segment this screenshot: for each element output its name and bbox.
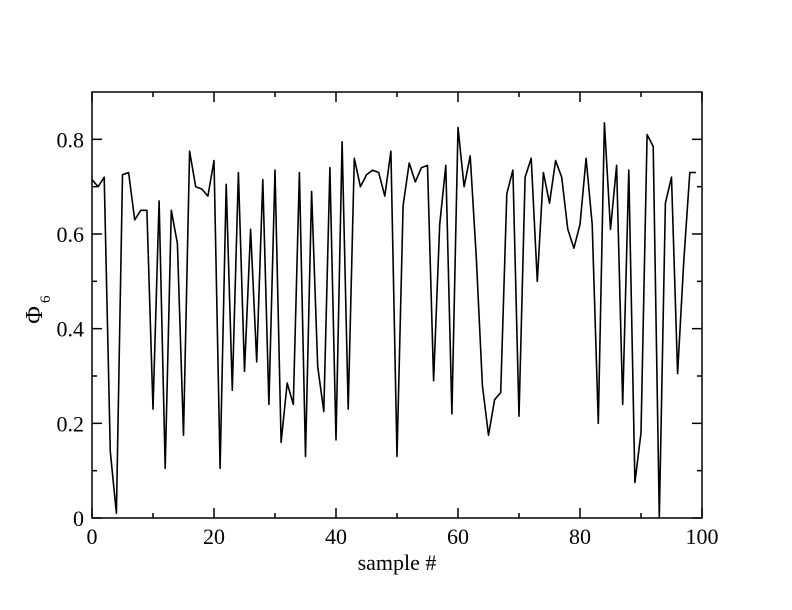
y-tick-label: 0.4 xyxy=(57,317,85,342)
x-tick-label: 0 xyxy=(87,524,98,549)
x-tick-label: 80 xyxy=(569,524,591,549)
y-tick-label: 0.6 xyxy=(57,222,85,247)
x-axis-ticks: 0 20 40 60 80 100 xyxy=(87,92,719,549)
y-tick-label: 0.2 xyxy=(57,411,85,436)
y-axis-ticks: 0 0.2 0.4 0.6 0.8 xyxy=(57,127,702,531)
y-axis-label-main: Φ xyxy=(22,306,48,324)
x-tick-label: 20 xyxy=(203,524,225,549)
x-tick-label: 40 xyxy=(325,524,347,549)
y-tick-label: 0 xyxy=(73,506,84,531)
x-tick-label: 100 xyxy=(686,524,719,549)
y-axis-label: Φ 6 xyxy=(22,295,54,324)
x-axis-label: sample # xyxy=(358,550,437,575)
series-0-line xyxy=(91,122,696,519)
data-series-line xyxy=(91,122,696,519)
x-tick-label: 60 xyxy=(447,524,469,549)
y-tick-label: 0.8 xyxy=(57,127,85,152)
y-axis-label-subscript: 6 xyxy=(38,295,54,303)
